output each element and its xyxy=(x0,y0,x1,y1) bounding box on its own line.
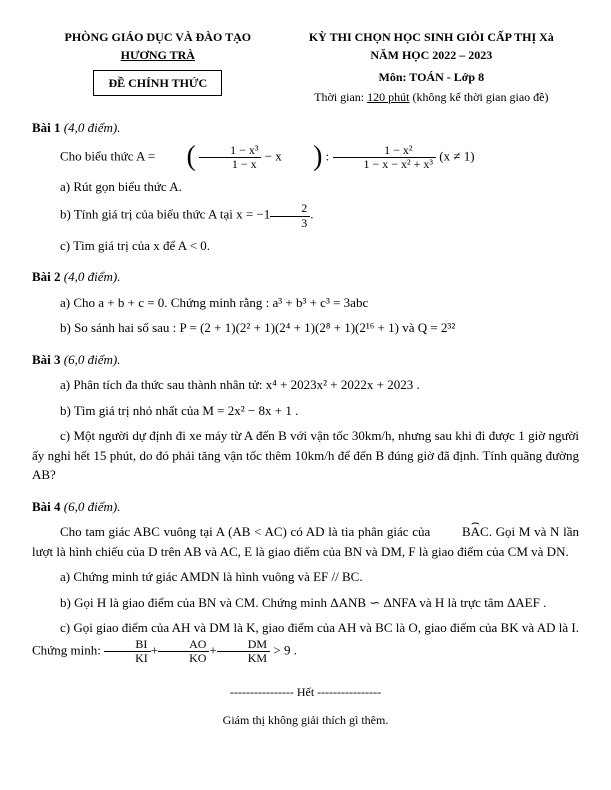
bai4-b: b) Gọi H là giao điểm của BN và CM. Chứn… xyxy=(32,593,579,613)
bai2-label: Bài 2 xyxy=(32,269,61,284)
bai4-f3: DM KM xyxy=(217,638,270,665)
arc-bac: BAC xyxy=(434,522,489,542)
time-label: Thời gian: xyxy=(314,90,364,104)
bai2-score: (4,0 điểm). xyxy=(64,269,121,284)
separator: ---------------- Hết ---------------- xyxy=(32,683,579,701)
bai4-score: (6,0 điểm). xyxy=(64,499,121,514)
bai4-f2: AO KO xyxy=(158,638,209,665)
org-line2: HƯƠNG TRÀ xyxy=(32,46,284,64)
bai1-frac2: 1 − x² 1 − x − x² + x³ xyxy=(333,144,437,171)
bai1-cond: (x ≠ 1) xyxy=(439,148,474,163)
bai1-a: a) Rút gọn biểu thức A. xyxy=(32,177,579,197)
bai4-p1-pre: Cho tam giác ABC vuông tại A (AB < AC) c… xyxy=(60,524,434,539)
time-value: 120 phút xyxy=(367,90,409,104)
official-box: ĐỀ CHÍNH THỨC xyxy=(93,70,222,96)
header-right: KỲ THI CHỌN HỌC SINH GIỎI CẤP THỊ Xà NĂM… xyxy=(284,28,579,106)
time-note: (không kể thời gian giao đề) xyxy=(413,90,549,104)
bai1-c: c) Tìm giá trị của x để A < 0. xyxy=(32,236,579,256)
bai4-label: Bài 4 xyxy=(32,499,61,514)
bai4-f1-den: KI xyxy=(104,652,151,665)
bai4-c-post: > 9 . xyxy=(273,642,297,657)
bai1-frac2-num: 1 − x² xyxy=(333,144,437,158)
bai4-f3-num: DM xyxy=(217,638,270,652)
paren-left-icon: ( xyxy=(159,146,196,168)
bai4-heading: Bài 4 (6,0 điểm). xyxy=(32,497,579,517)
bai3-a: a) Phân tích đa thức sau thành nhân tử: … xyxy=(32,375,579,395)
exam-title-2: NĂM HỌC 2022 – 2023 xyxy=(284,46,579,64)
bai2-a: a) Cho a + b + c = 0. Chứng minh rằng : … xyxy=(32,293,579,313)
bai1-minus-x: − x xyxy=(265,148,282,163)
bai3-c: c) Một người dự định đi xe máy từ A đến … xyxy=(32,426,579,485)
bai4-f1-num: BI xyxy=(104,638,151,652)
bai1-frac1-den: 1 − x xyxy=(199,158,261,171)
time-line: Thời gian: 120 phút (không kể thời gian … xyxy=(284,88,579,106)
bai1-b-dot: . xyxy=(310,207,313,222)
bai4-f2-den: KO xyxy=(158,652,209,665)
bai1-frac2-den: 1 − x − x² + x³ xyxy=(333,158,437,171)
bai1-b-frac: 2 3 xyxy=(270,202,310,229)
bai4-f3-den: KM xyxy=(217,652,270,665)
bai3-label: Bài 3 xyxy=(32,352,61,367)
bai1-label: Bài 1 xyxy=(32,120,61,135)
bai1-b: b) Tính giá trị của biểu thức A tại x = … xyxy=(32,202,579,229)
org-line1: PHÒNG GIÁO DỤC VÀ ĐÀO TẠO xyxy=(32,28,284,46)
bai1-intro: Cho biểu thức A = xyxy=(60,148,155,163)
bai4-a: a) Chứng minh tứ giác AMDN là hình vuông… xyxy=(32,567,579,587)
bai4-f1: BI KI xyxy=(104,638,151,665)
bai2-heading: Bài 2 (4,0 điểm). xyxy=(32,267,579,287)
bai4-c: c) Gọi giao điểm của AH và DM là K, giao… xyxy=(32,618,579,665)
bai1-heading: Bài 1 (4,0 điểm). xyxy=(32,118,579,138)
paren-right-icon: ) xyxy=(285,146,322,168)
bai1-b-pre: b) Tính giá trị của biểu thức A tại x = … xyxy=(60,207,270,222)
bai1-b-num: 2 xyxy=(270,202,310,216)
bai1-expr: Cho biểu thức A = ( 1 − x³ 1 − x − x ) :… xyxy=(32,144,579,171)
header-left: PHÒNG GIÁO DỤC VÀ ĐÀO TẠO HƯƠNG TRÀ ĐỀ C… xyxy=(32,28,284,106)
bai3-b: b) Tìm giá trị nhỏ nhất của M = 2x² − 8x… xyxy=(32,401,579,421)
exam-title-1: KỲ THI CHỌN HỌC SINH GIỎI CẤP THỊ Xà xyxy=(284,28,579,46)
bai1-frac1: 1 − x³ 1 − x xyxy=(199,144,261,171)
bai1-score: (4,0 điểm). xyxy=(64,120,121,135)
bai1-b-den: 3 xyxy=(270,217,310,230)
bai2-b: b) So sánh hai số sau : P = (2 + 1)(2² +… xyxy=(32,318,579,338)
bai1-frac1-num: 1 − x³ xyxy=(199,144,261,158)
header: PHÒNG GIÁO DỤC VÀ ĐÀO TẠO HƯƠNG TRÀ ĐỀ C… xyxy=(32,28,579,106)
bai3-heading: Bài 3 (6,0 điểm). xyxy=(32,350,579,370)
bai4-p1: Cho tam giác ABC vuông tại A (AB < AC) c… xyxy=(32,522,579,561)
subject: Môn: TOÁN - Lớp 8 xyxy=(284,68,579,86)
footer-note: Giám thị không giải thích gì thêm. xyxy=(32,711,579,729)
bai4-f2-num: AO xyxy=(158,638,209,652)
bai3-score: (6,0 điểm). xyxy=(64,352,121,367)
bai1-colon: : xyxy=(326,148,330,163)
